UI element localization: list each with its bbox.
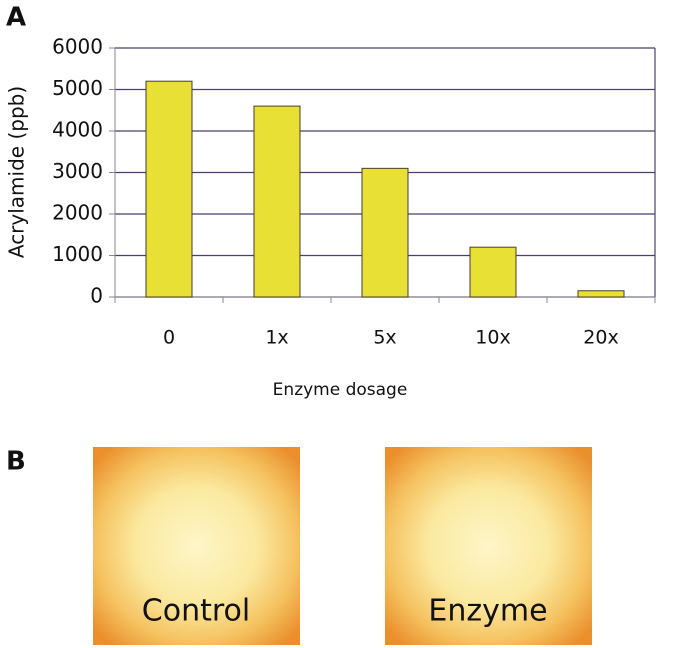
y-tick-label: 3000 — [52, 159, 103, 183]
x-tick-label: 20x — [583, 327, 618, 349]
bar — [361, 167, 409, 298]
x-tick-label: 5x — [373, 327, 396, 349]
x-tick-label: 0 — [163, 327, 175, 349]
panel-label: A — [6, 3, 26, 33]
panel-label: B — [6, 447, 26, 477]
x-tick-label: 10x — [475, 327, 510, 349]
photo — [385, 447, 592, 645]
y-tick-label: 6000 — [52, 35, 103, 59]
y-tick-label: 2000 — [52, 201, 103, 225]
photo-caption: Enzyme — [428, 594, 547, 629]
y-axis-label: Acrylamide (ppb) — [5, 86, 29, 258]
bar — [145, 80, 193, 298]
y-tick-label: 4000 — [52, 118, 103, 142]
photo-caption: Control — [142, 594, 250, 629]
x-axis-label: Enzyme dosage — [273, 380, 408, 400]
y-tick-label: 0 — [90, 284, 103, 308]
photo — [93, 447, 300, 645]
bar — [469, 246, 517, 298]
y-tick-label: 1000 — [52, 242, 103, 266]
x-tick-label: 1x — [265, 327, 288, 349]
y-tick-label: 5000 — [52, 76, 103, 100]
bar — [253, 105, 301, 298]
bar — [577, 290, 625, 298]
